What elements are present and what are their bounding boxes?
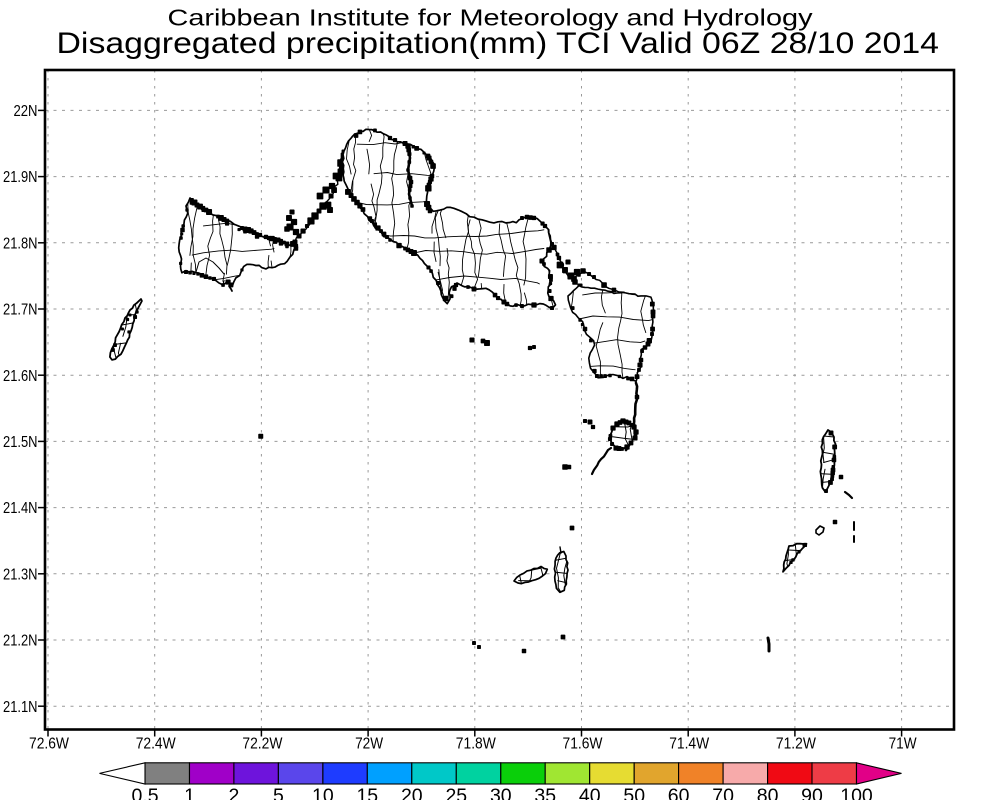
- svg-text:0.5: 0.5: [131, 785, 158, 800]
- svg-text:21.6N: 21.6N: [3, 368, 38, 385]
- svg-text:21.2N: 21.2N: [3, 633, 38, 650]
- svg-text:21.1N: 21.1N: [3, 699, 38, 716]
- svg-text:21.9N: 21.9N: [3, 169, 38, 186]
- svg-text:72.4W: 72.4W: [136, 736, 177, 753]
- svg-text:Caribbean Institute for Meteor: Caribbean Institute for Meteorology and …: [168, 4, 813, 30]
- svg-text:15: 15: [356, 785, 378, 800]
- svg-text:71.2W: 71.2W: [776, 736, 817, 753]
- svg-text:71W: 71W: [889, 736, 918, 753]
- svg-text:35: 35: [534, 785, 556, 800]
- svg-text:1: 1: [184, 785, 195, 800]
- svg-text:60: 60: [668, 785, 690, 800]
- svg-text:71.4W: 71.4W: [669, 736, 710, 753]
- svg-text:22N: 22N: [14, 103, 38, 120]
- svg-text:80: 80: [757, 785, 779, 800]
- svg-text:Disaggregated precipitation(mm: Disaggregated precipitation(mm) TCI Vali…: [57, 27, 939, 60]
- svg-text:70: 70: [712, 785, 734, 800]
- svg-text:21.3N: 21.3N: [3, 566, 38, 583]
- svg-text:30: 30: [490, 785, 512, 800]
- svg-text:40: 40: [579, 785, 601, 800]
- svg-text:72.2W: 72.2W: [242, 736, 283, 753]
- svg-text:100: 100: [840, 785, 873, 800]
- svg-text:90: 90: [801, 785, 823, 800]
- svg-text:20: 20: [401, 785, 423, 800]
- svg-text:21.5N: 21.5N: [3, 434, 38, 451]
- svg-text:2: 2: [228, 785, 239, 800]
- svg-text:21.7N: 21.7N: [3, 302, 38, 319]
- svg-text:21.4N: 21.4N: [3, 500, 38, 517]
- svg-text:71.6W: 71.6W: [563, 736, 604, 753]
- svg-text:72.6W: 72.6W: [29, 736, 70, 753]
- svg-text:71.8W: 71.8W: [456, 736, 497, 753]
- svg-text:5: 5: [273, 785, 284, 800]
- svg-text:10: 10: [312, 785, 334, 800]
- svg-text:25: 25: [445, 785, 467, 800]
- svg-text:50: 50: [623, 785, 645, 800]
- svg-text:72W: 72W: [355, 736, 384, 753]
- svg-text:21.8N: 21.8N: [3, 235, 38, 252]
